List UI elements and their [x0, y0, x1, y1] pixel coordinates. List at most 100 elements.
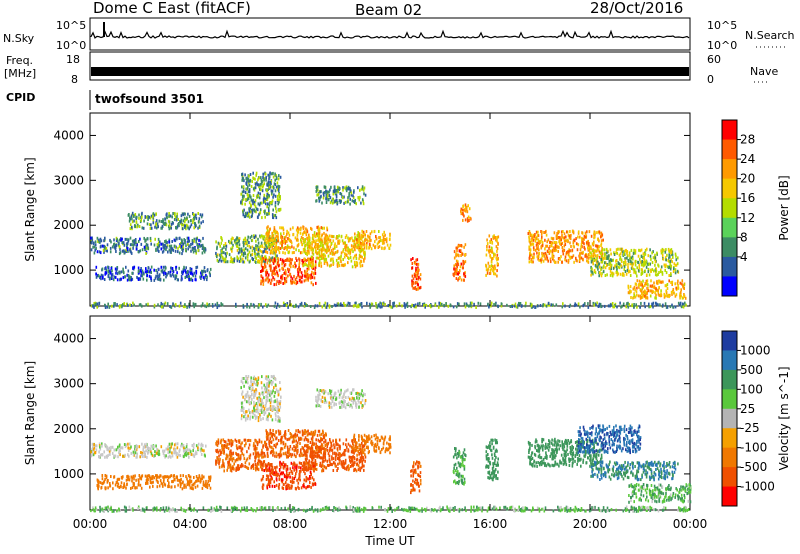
data-cell — [189, 478, 191, 482]
data-cell — [157, 303, 159, 307]
data-cell — [261, 254, 263, 258]
data-cell — [229, 465, 232, 469]
data-cell — [419, 286, 421, 290]
data-cell — [274, 255, 277, 259]
data-cell — [266, 192, 269, 196]
data-cell — [363, 246, 366, 250]
data-cell — [228, 453, 231, 457]
data-cell — [121, 304, 123, 308]
data-cell — [98, 455, 100, 458]
data-cell — [320, 194, 322, 198]
data-cell — [355, 257, 358, 260]
y-tick-label: 3000 — [53, 173, 84, 187]
data-cell — [142, 277, 145, 281]
data-cell — [457, 244, 460, 248]
data-cell — [169, 250, 172, 254]
data-cell — [255, 244, 257, 248]
data-cell — [254, 199, 257, 203]
data-cell — [662, 280, 664, 284]
data-cell — [357, 196, 359, 200]
data-cell — [193, 237, 196, 241]
data-cell — [304, 302, 306, 306]
data-cell — [223, 244, 225, 248]
data-cell — [245, 247, 247, 251]
data-cell — [356, 234, 359, 237]
data-cell — [622, 249, 624, 253]
data-cell — [160, 301, 163, 305]
data-cell — [464, 271, 466, 275]
data-cell — [520, 304, 523, 308]
data-cell — [369, 305, 371, 309]
data-cell — [129, 278, 131, 282]
data-cell — [500, 302, 503, 306]
data-cell — [597, 305, 600, 308]
data-cell — [164, 240, 166, 243]
data-cell — [225, 457, 227, 461]
data-cell — [167, 451, 169, 455]
data-cell — [541, 254, 544, 258]
data-cell — [550, 303, 553, 307]
data-cell — [637, 294, 640, 298]
data-cell — [260, 241, 263, 245]
data-cell — [149, 481, 152, 484]
data-cell — [271, 256, 274, 260]
data-cell — [608, 259, 611, 263]
data-cell — [469, 216, 472, 220]
data-cell — [646, 290, 648, 294]
data-cell — [300, 271, 303, 275]
data-cell — [147, 447, 149, 450]
data-cell — [624, 249, 627, 253]
data-cell — [563, 236, 566, 240]
data-cell — [162, 449, 164, 453]
data-cell — [674, 263, 677, 267]
data-cell — [273, 229, 275, 233]
data-cell — [133, 483, 135, 487]
data-cell — [279, 226, 281, 230]
data-cell — [230, 438, 233, 442]
data-cell — [666, 305, 669, 309]
data-cell — [263, 196, 265, 199]
data-cell — [298, 263, 300, 267]
data-cell — [613, 253, 616, 256]
data-cell — [342, 186, 344, 190]
data-cell — [325, 201, 328, 204]
data-cell — [230, 247, 232, 251]
data-cell — [313, 276, 316, 280]
data-cell — [456, 265, 458, 269]
data-cell — [326, 226, 328, 230]
data-cell — [275, 243, 277, 247]
data-cell — [656, 273, 658, 277]
date-title: 28/Oct/2016 — [590, 0, 684, 17]
data-cell — [137, 483, 140, 487]
data-cell — [576, 259, 578, 263]
data-cell — [379, 301, 381, 305]
data-cell — [267, 258, 269, 262]
data-cell — [343, 195, 345, 199]
data-cell — [185, 249, 187, 253]
data-cell — [135, 444, 138, 448]
data-cell — [462, 212, 464, 215]
data-cell — [163, 243, 165, 247]
data-cell — [275, 241, 278, 245]
data-cell — [308, 238, 311, 242]
data-cell — [556, 236, 559, 240]
data-cell — [260, 250, 263, 254]
data-cell — [357, 240, 360, 244]
data-cell — [494, 264, 496, 268]
data-cell — [660, 289, 662, 293]
data-cell — [588, 244, 591, 248]
data-cell — [346, 186, 348, 190]
data-cell — [616, 270, 619, 274]
data-cell — [133, 215, 135, 218]
data-cell — [612, 258, 614, 262]
data-cell — [330, 257, 332, 261]
data-cell — [318, 261, 320, 265]
data-cell — [276, 302, 279, 306]
data-cell — [354, 304, 356, 308]
data-cell — [531, 303, 533, 307]
data-cell — [227, 447, 230, 451]
data-cell — [188, 480, 190, 484]
data-cell — [363, 243, 366, 247]
data-cell — [272, 208, 274, 212]
data-cell — [497, 257, 499, 260]
